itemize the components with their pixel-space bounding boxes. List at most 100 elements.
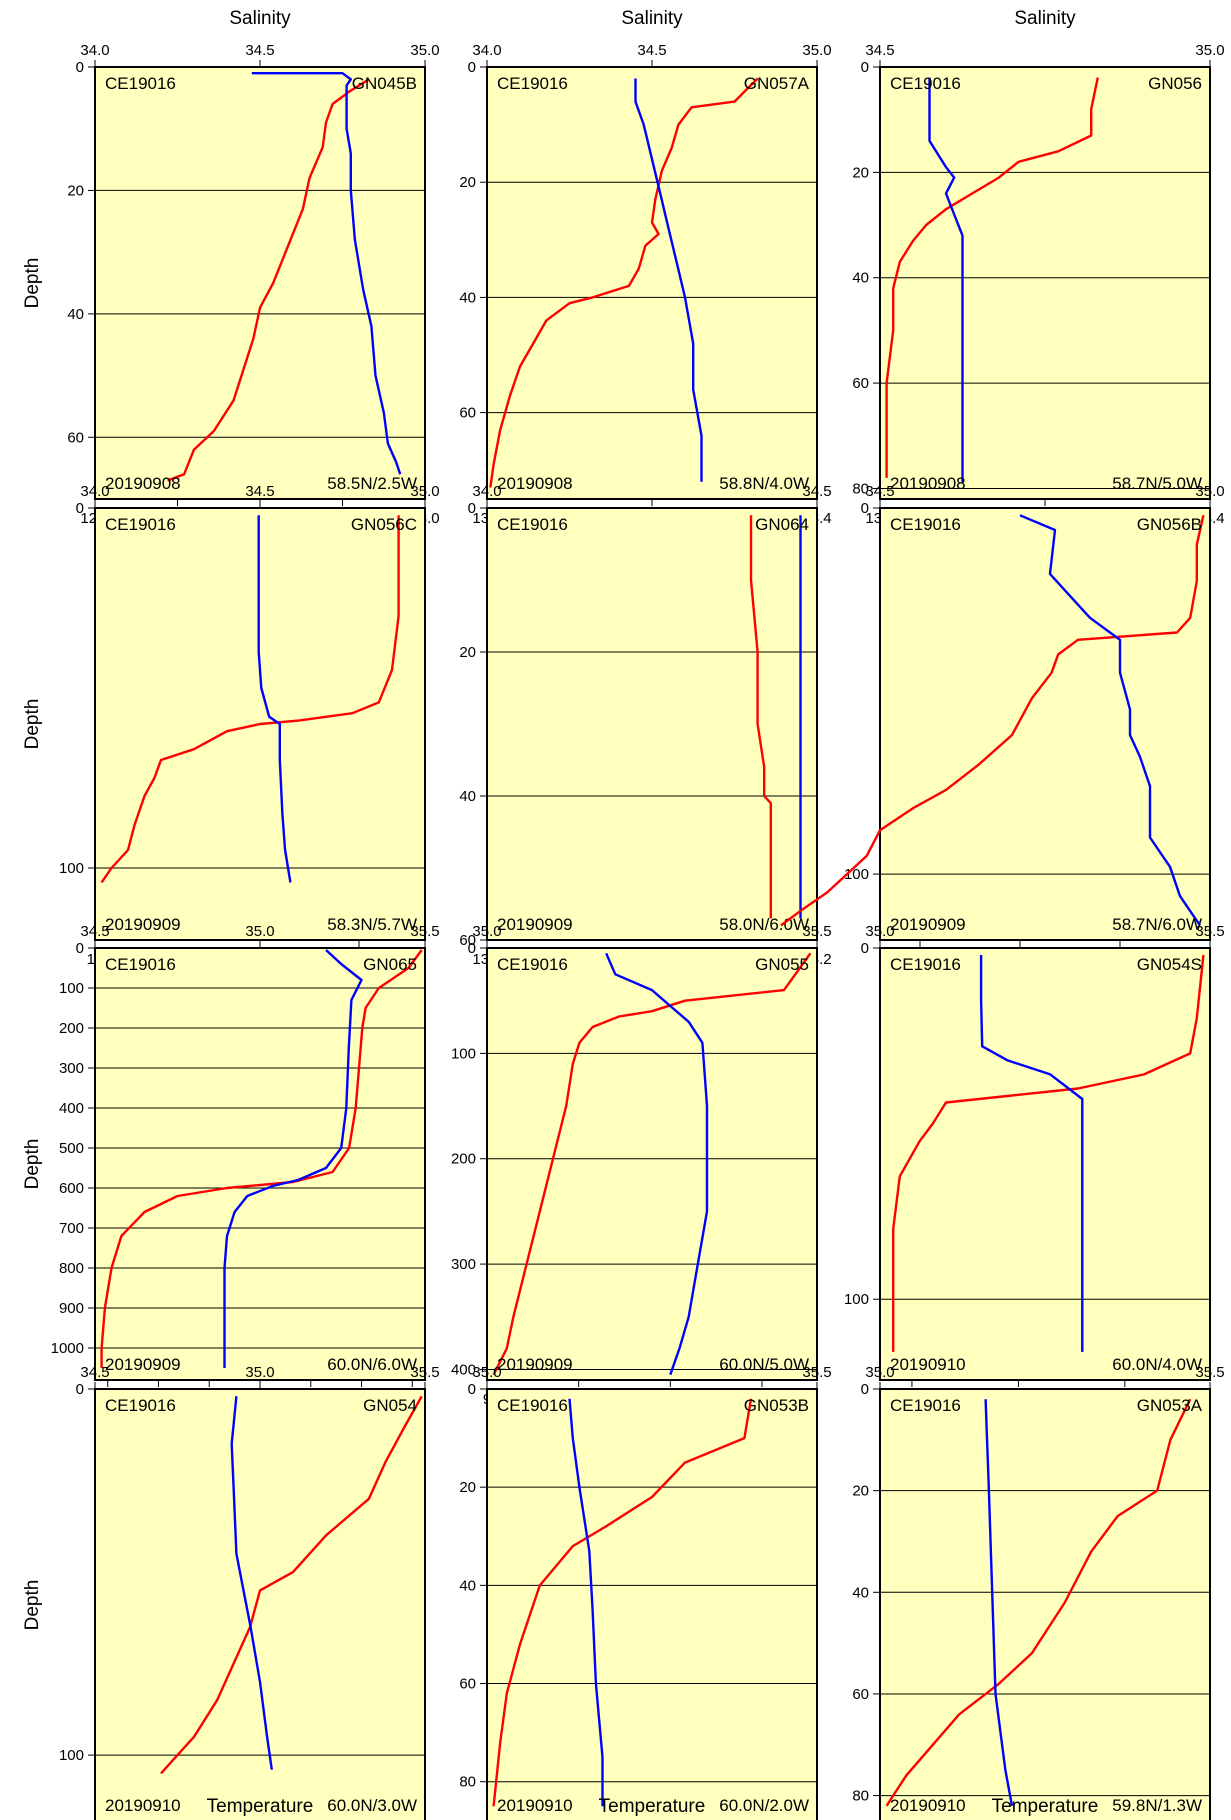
profile-panel-gn057a: 020406034.034.535.013.013.213.4CE19016GN… xyxy=(459,8,831,527)
salinity-profile-line xyxy=(492,1398,753,1807)
depth-tick-label: 100 xyxy=(59,980,84,997)
depth-tick-label: 20 xyxy=(67,182,84,199)
salinity-tick-label: 35.0 xyxy=(1195,42,1224,59)
salinity-profile-line xyxy=(100,515,400,884)
depth-tick-label: 900 xyxy=(59,1300,84,1317)
temperature-profile-line xyxy=(984,1399,1014,1807)
date-label: 20190908 xyxy=(890,474,966,493)
station-label: GN064 xyxy=(755,515,809,534)
salinity-tick-label: 34.5 xyxy=(80,923,109,940)
temperature-profile-line xyxy=(1019,514,1201,927)
depth-tick-label: 800 xyxy=(59,1260,84,1277)
position-label: 60.0N/2.0W xyxy=(719,1796,809,1815)
depth-tick-label: 20 xyxy=(852,164,869,181)
depth-tick-label: 60 xyxy=(67,429,84,446)
station-label: GN055 xyxy=(755,955,809,974)
profile-panel-gn056: 02040608034.535.013.013.213.4CE19016GN05… xyxy=(852,8,1224,527)
depth-tick-label: 20 xyxy=(852,1483,869,1500)
station-label: GN045B xyxy=(352,74,417,93)
station-label: GN056C xyxy=(351,515,417,534)
salinity-tick-label: 35.0 xyxy=(865,1364,894,1381)
depth-tick-label: 100 xyxy=(451,1045,476,1062)
date-label: 20190910 xyxy=(890,1796,966,1815)
salinity-axis-title: Salinity xyxy=(1014,8,1076,29)
salinity-tick-label: 34.5 xyxy=(865,483,894,500)
temperature-profile-line xyxy=(230,1396,273,1770)
salinity-tick-label: 35.0 xyxy=(802,42,831,59)
station-label: GN057A xyxy=(744,74,810,93)
depth-tick-label: 0 xyxy=(861,500,869,517)
salinity-tick-label: 35.0 xyxy=(245,923,274,940)
depth-tick-label: 400 xyxy=(451,1361,476,1378)
salinity-profile-line xyxy=(489,77,759,488)
temperature-profile-line xyxy=(605,952,709,1376)
depth-tick-label: 500 xyxy=(59,1140,84,1157)
date-label: 20190909 xyxy=(105,915,181,934)
profile-panel-gn065: 0 100 200 300 400 500 600 700 800 900 1000 34.5 35.0… xyxy=(22,923,440,1408)
position-label: 58.3N/5.7W xyxy=(327,915,417,934)
profile-panel-gn054: 010034.535.035.511.411.611.812.012.212.4… xyxy=(22,1364,440,1820)
depth-tick-label: 60 xyxy=(852,1686,869,1703)
salinity-tick-label: 34.5 xyxy=(865,42,894,59)
station-label: GN053B xyxy=(744,1396,809,1415)
salinity-tick-label: 35.0 xyxy=(410,42,439,59)
salinity-tick-label: 34.5 xyxy=(637,42,666,59)
depth-tick-label: 40 xyxy=(459,1577,476,1594)
salinity-tick-label: 35.0 xyxy=(410,483,439,500)
station-label: GN054S xyxy=(1137,955,1202,974)
cruise-label: CE19016 xyxy=(105,515,176,534)
depth-tick-label: 0 xyxy=(76,500,84,517)
salinity-tick-label: 35.0 xyxy=(865,923,894,940)
depth-axis-title: Depth xyxy=(22,699,43,750)
depth-tick-label: 0 xyxy=(861,940,869,957)
cruise-label: CE19016 xyxy=(890,515,961,534)
cruise-label: CE19016 xyxy=(105,1396,176,1415)
temperature-profile-line xyxy=(223,949,363,1368)
position-label: 59.8N/1.3W xyxy=(1112,1796,1202,1815)
salinity-tick-label: 35.0 xyxy=(472,1364,501,1381)
profile-panel-gn055: 010020030040035.035.59101112CE19016GN055… xyxy=(451,923,832,1408)
depth-tick-label: 20 xyxy=(459,174,476,191)
depth-tick-label: 0 xyxy=(468,940,476,957)
plot-area xyxy=(879,1388,1211,1820)
plot-area xyxy=(486,507,818,941)
profile-panel-gn053a: 02040608035.035.51112CE19016GN053A201909… xyxy=(852,1364,1225,1820)
salinity-tick-label: 34.5 xyxy=(802,483,831,500)
depth-tick-label: 20 xyxy=(459,1479,476,1496)
salinity-tick-label: 35.5 xyxy=(802,1364,831,1381)
salinity-tick-label: 35.5 xyxy=(410,1364,439,1381)
salinity-profile-line xyxy=(892,954,1205,1352)
position-label: 58.8N/4.0W xyxy=(719,474,809,493)
salinity-profile-line xyxy=(885,1398,1192,1807)
depth-tick-label: 20 xyxy=(459,644,476,661)
salinity-tick-label: 34.5 xyxy=(80,1364,109,1381)
temperature-profile-line xyxy=(257,515,292,883)
depth-tick-label: 0 xyxy=(76,1381,84,1398)
salinity-tick-label: 34.5 xyxy=(245,42,274,59)
position-label: 60.0N/5.0W xyxy=(719,1355,809,1374)
plot-area xyxy=(879,66,1211,500)
temperature-profile-line xyxy=(634,78,703,482)
salinity-profile-line xyxy=(492,952,812,1376)
date-label: 20190910 xyxy=(105,1796,181,1815)
salinity-tick-label: 34.0 xyxy=(80,42,109,59)
temperature-axis-title: Temperature xyxy=(207,1796,314,1817)
position-label: 60.0N/6.0W xyxy=(327,1355,417,1374)
cruise-label: CE19016 xyxy=(497,74,568,93)
depth-tick-label: 200 xyxy=(59,1020,84,1037)
cruise-label: CE19016 xyxy=(890,955,961,974)
plot-area xyxy=(94,947,426,1381)
profile-panel-gn064: 020406034.034.513.013.2CE19016GN06420190… xyxy=(459,483,831,968)
salinity-tick-label: 35.5 xyxy=(410,923,439,940)
cruise-label: CE19016 xyxy=(497,1396,568,1415)
salinity-tick-label: 35.5 xyxy=(1195,923,1224,940)
temperature-profile-line xyxy=(568,1398,604,1807)
salinity-profile-line xyxy=(160,1395,423,1775)
depth-tick-label: 80 xyxy=(852,1788,869,1805)
salinity-tick-label: 35.5 xyxy=(802,923,831,940)
depth-tick-label: 100 xyxy=(59,1747,84,1764)
depth-tick-label: 60 xyxy=(459,405,476,422)
depth-tick-label: 0 xyxy=(861,59,869,76)
station-label: GN065 xyxy=(363,955,417,974)
position-label: 58.5N/2.5W xyxy=(327,474,417,493)
